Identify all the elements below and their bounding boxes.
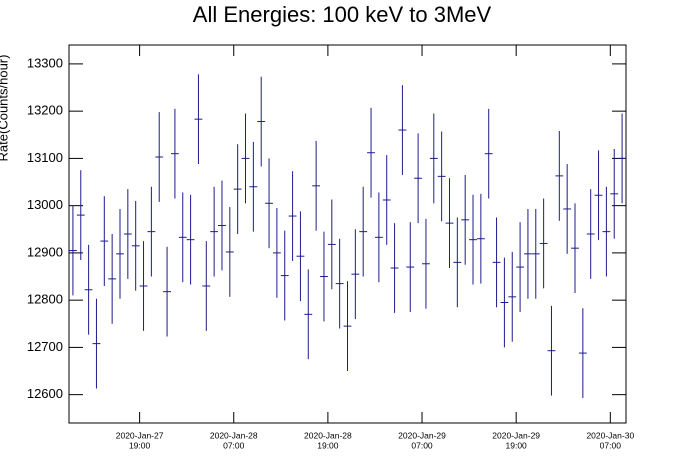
x-tick-label: 07:00 <box>223 440 245 450</box>
chart-title: All Energies: 100 keV to 3MeV <box>193 2 492 27</box>
y-tick-label: 12700 <box>27 339 63 354</box>
y-tick-label: 12900 <box>27 244 63 259</box>
x-tick-label: 19:00 <box>129 440 151 450</box>
y-axis-label: Rate(Counts/hour) <box>0 55 10 162</box>
x-tick-label: 2020-Jan-28 <box>210 430 258 440</box>
y-tick-label: 13000 <box>27 197 63 212</box>
x-tick-label: 2020-Jan-29 <box>398 430 446 440</box>
x-tick-label: 19:00 <box>317 440 339 450</box>
y-tick-label: 13300 <box>27 55 63 70</box>
y-tick-label: 13100 <box>27 150 63 165</box>
plot-frame <box>68 44 627 424</box>
x-tick-label: 07:00 <box>411 440 433 450</box>
y-tick-label: 12800 <box>27 292 63 307</box>
x-tick-label: 2020-Jan-28 <box>304 430 352 440</box>
x-tick-label: 2020-Jan-27 <box>116 430 164 440</box>
y-tick-label: 12600 <box>27 386 63 401</box>
x-tick-label: 07:00 <box>600 440 622 450</box>
x-tick-label: 19:00 <box>506 440 528 450</box>
x-tick-label: 2020-Jan-30 <box>586 430 634 440</box>
y-tick-label: 13200 <box>27 103 63 118</box>
x-tick-label: 2020-Jan-29 <box>492 430 540 440</box>
